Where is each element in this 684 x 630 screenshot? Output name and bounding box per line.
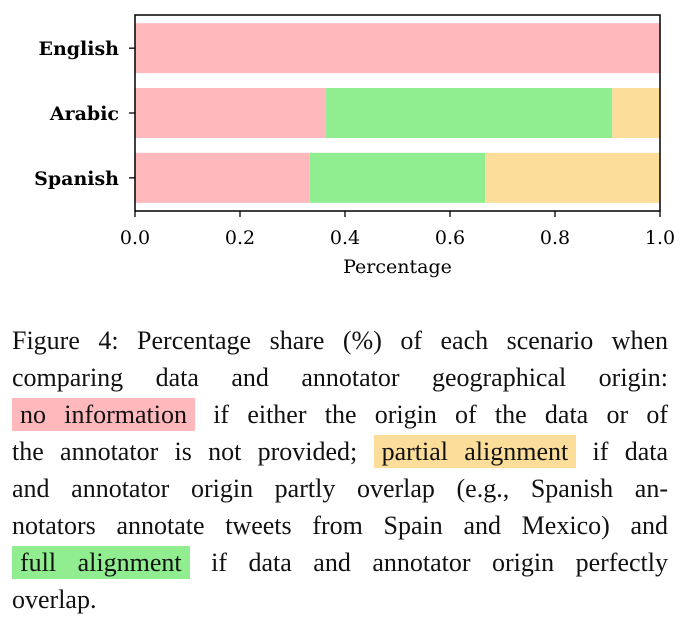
x-tick-label: 0.8 — [540, 227, 570, 249]
x-tick-label: 0.6 — [435, 227, 465, 249]
caption-line: full alignment if data and annotator ori… — [12, 544, 668, 581]
stacked-bar-chart: English Arabic Spanish 0.0 0.2 0.4 0.6 0.8 1.0 Pe… — [34, 14, 675, 278]
caption-line: Figure 4: Percentage share (%) of each s… — [12, 322, 668, 359]
x-axis-label: Percentage — [343, 256, 452, 278]
x-tick-label: 0.0 — [120, 227, 150, 249]
caption-text: and annotator origin partly overlap (e.g… — [12, 474, 668, 503]
caption-text: comparing data and annotator geographica… — [12, 363, 668, 392]
caption-text: if data — [576, 437, 668, 466]
bar-no-information — [135, 88, 327, 138]
caption-text: Figure 4: Percentage share (%) of each s… — [12, 326, 668, 355]
caption-line: overlap. — [12, 581, 668, 618]
x-tick-label: 0.4 — [330, 227, 360, 249]
y-tick-label: Spanish — [34, 168, 119, 190]
legend-highlight: partial alignment — [373, 435, 577, 468]
caption-text: overlap. — [12, 585, 97, 614]
bar-no-information — [135, 152, 310, 203]
bar-partial-alignment — [485, 152, 660, 203]
bar-full-alignment — [309, 152, 486, 203]
bar-no-information — [135, 23, 660, 74]
caption-text: if data and annotator origin perfectly — [189, 548, 668, 577]
x-tick-label: 1.0 — [645, 227, 675, 249]
bar-full-alignment — [326, 88, 613, 138]
caption-text: notators annotate tweets from Spain and … — [12, 511, 668, 540]
caption-line: comparing data and annotator geographica… — [12, 359, 668, 396]
plot-frame — [134, 14, 661, 212]
caption-text: the annotator is not provided; — [12, 437, 374, 466]
legend-highlight: full alignment — [12, 546, 190, 579]
caption-text: if either the origin of the data or of — [194, 400, 668, 429]
legend-highlight: no information — [12, 398, 195, 431]
bar-partial-alignment — [612, 88, 660, 138]
x-tick-label: 0.2 — [225, 227, 255, 249]
caption-line: the annotator is not provided; partial a… — [12, 433, 668, 470]
caption-line: notators annotate tweets from Spain and … — [12, 507, 668, 544]
caption-line: and annotator origin partly overlap (e.g… — [12, 470, 668, 507]
y-tick-label: English — [38, 38, 119, 60]
caption-line: no information if either the origin of t… — [12, 396, 668, 433]
figure-caption: Figure 4: Percentage share (%) of each s… — [12, 322, 668, 618]
y-tick-label: Arabic — [49, 103, 119, 125]
